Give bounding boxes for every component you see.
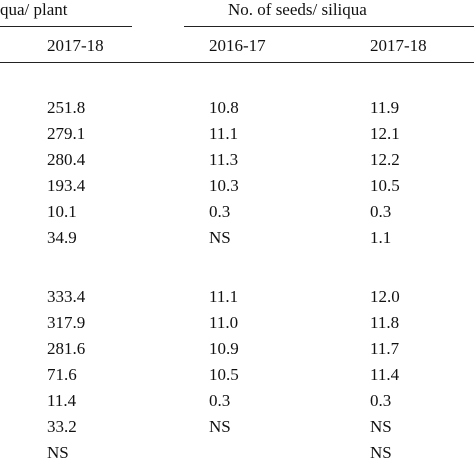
table-cell: 71.6 [47, 365, 77, 384]
table-cell: 193.4 [47, 176, 86, 195]
table-cell: 10.5 [209, 365, 239, 384]
table-cell: 0.3 [209, 391, 231, 410]
table-cell: 0.3 [370, 391, 392, 410]
table-cell: 34.9 [47, 228, 77, 247]
table-cell: 12.0 [370, 287, 400, 306]
column-header: 2017-18 [47, 36, 104, 55]
table-cell: 317.9 [47, 313, 86, 332]
table-cell: 11.0 [209, 313, 239, 332]
table-cell: 11.7 [370, 339, 400, 358]
rule [184, 26, 474, 27]
table-cell: 11.4 [370, 365, 400, 384]
rule [0, 62, 474, 63]
table-cell: 12.2 [370, 150, 400, 169]
column-header: 2017-18 [370, 36, 427, 55]
table-cell: 10.3 [209, 176, 239, 195]
table-cell: 10.8 [209, 98, 239, 117]
table-cell: 10.1 [47, 202, 77, 221]
table-cell: 12.1 [370, 124, 400, 143]
table-cell: NS [209, 417, 231, 436]
table-cell: 0.3 [370, 202, 392, 221]
table-cell: 11.8 [370, 313, 400, 332]
table-cell: 1.1 [370, 228, 392, 247]
group-header: No. of seeds/ siliqua [228, 0, 367, 19]
table-cell: 11.9 [370, 98, 400, 117]
group-header: qua/ plant [0, 0, 68, 19]
table-cell: NS [209, 228, 231, 247]
table-cell: 280.4 [47, 150, 86, 169]
table-cell: 11.4 [47, 391, 77, 410]
table-cell: NS [370, 417, 392, 436]
table-cell: NS [370, 443, 392, 462]
table-cell: 10.5 [370, 176, 400, 195]
table-cell: NS [47, 443, 69, 462]
table-cell: 281.6 [47, 339, 86, 358]
table-cell: 0.3 [209, 202, 231, 221]
table-cell: 11.1 [209, 287, 239, 306]
table-cell: 11.3 [209, 150, 239, 169]
table-cell: 33.2 [47, 417, 77, 436]
column-header: 2016-17 [209, 36, 266, 55]
table-cell: 279.1 [47, 124, 86, 143]
rule [0, 26, 132, 27]
table-cell: 333.4 [47, 287, 86, 306]
table-cell: 251.8 [47, 98, 86, 117]
table-cell: 11.1 [209, 124, 239, 143]
table-cell: 10.9 [209, 339, 239, 358]
